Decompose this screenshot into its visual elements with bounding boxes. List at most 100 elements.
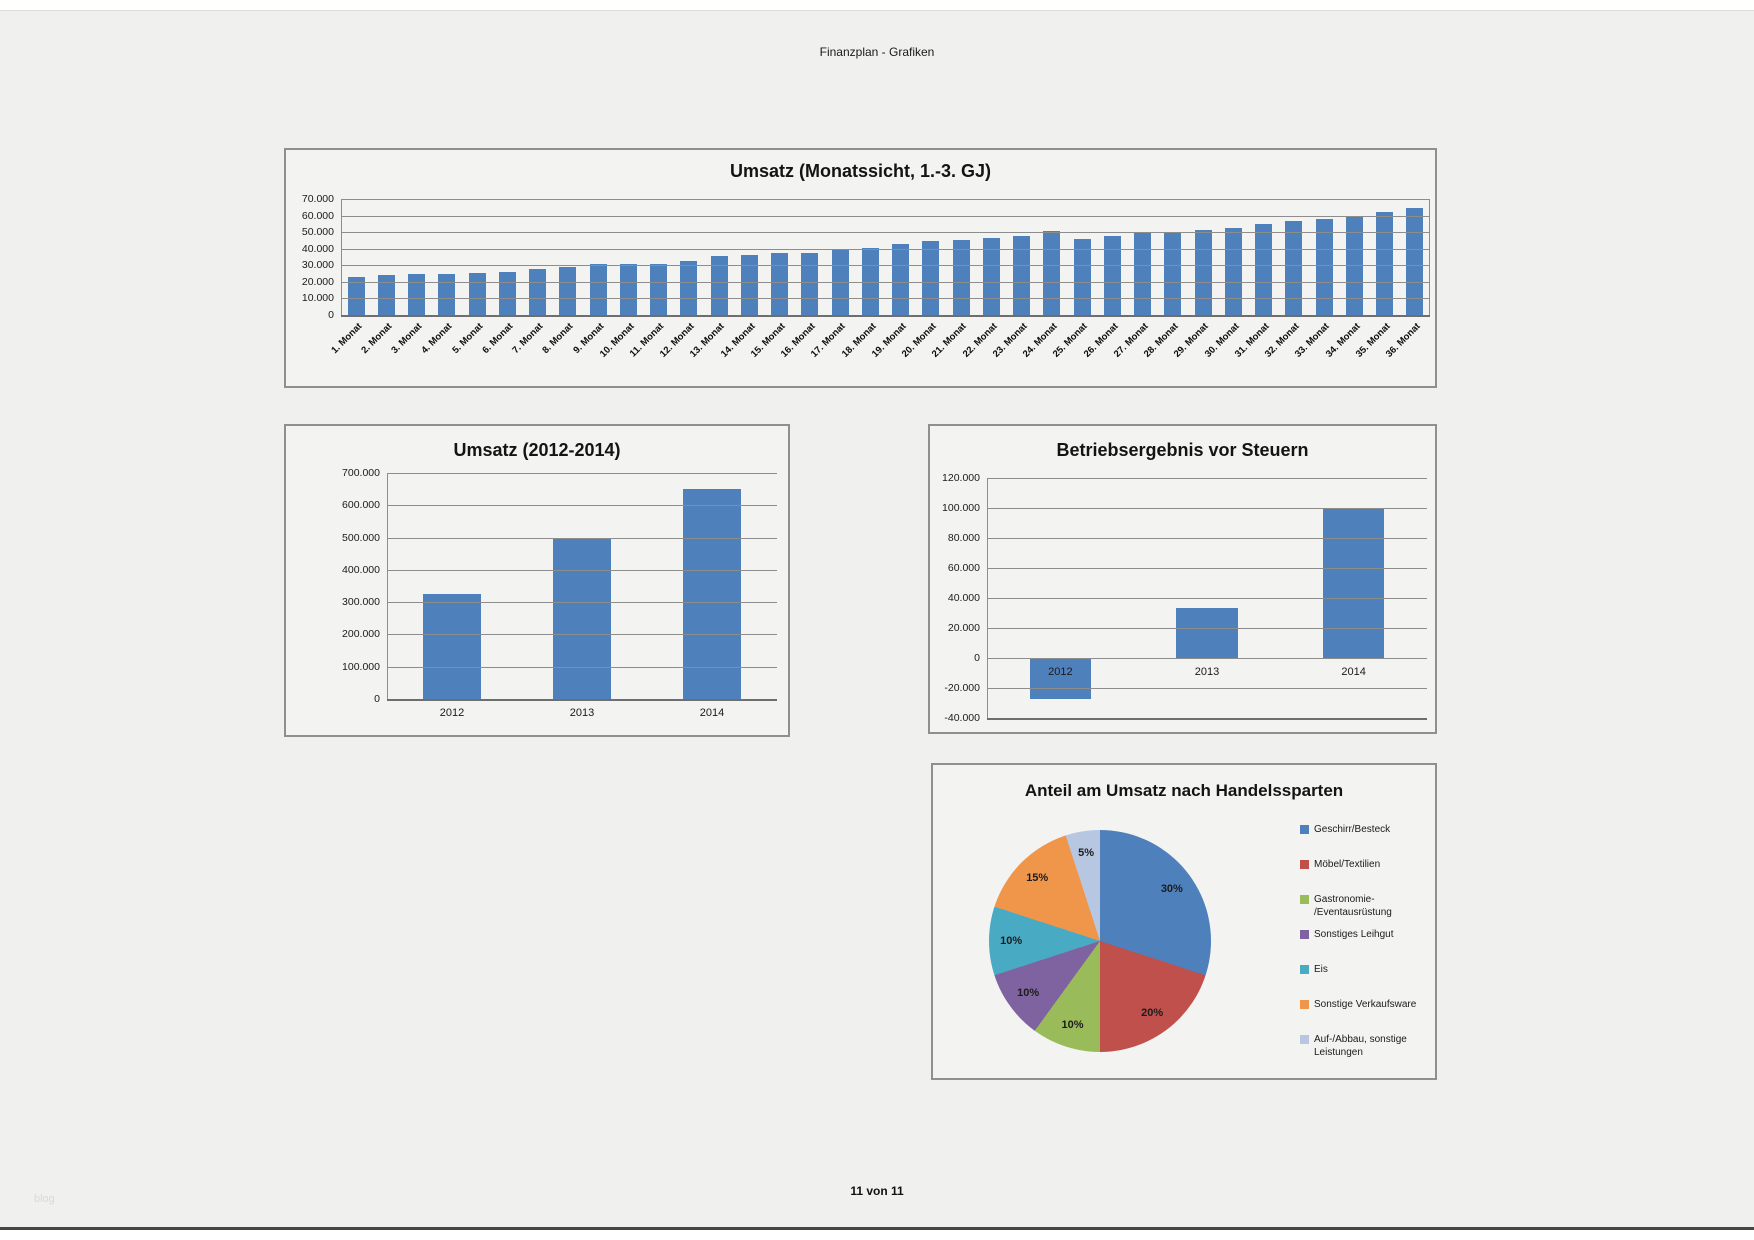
pie-percent-label: 10% xyxy=(1000,935,1023,947)
legend-label: Sonstige Verkaufsware xyxy=(1314,999,1417,1010)
axis-tick-label: 100.000 xyxy=(342,660,380,673)
axis-tick-label: 40.000 xyxy=(947,592,980,604)
pie-percent-label: 10% xyxy=(1061,1019,1084,1032)
axis-tick-label: -20.000 xyxy=(944,682,980,694)
gridline xyxy=(987,538,1427,539)
axis-tick-label: 60.000 xyxy=(947,562,980,574)
pie-chart xyxy=(989,830,1211,1052)
y-axis-line xyxy=(987,478,988,718)
legend-swatch xyxy=(1300,965,1309,974)
gridline xyxy=(341,281,1430,283)
gridline xyxy=(387,699,777,701)
bar xyxy=(771,252,789,315)
bar xyxy=(1315,218,1333,315)
y-axis-line xyxy=(387,473,388,699)
chart-panel-umsatz-jahre: Umsatz (2012-2014) 700.000 600.000 500.000… xyxy=(284,424,790,737)
bar xyxy=(922,241,940,315)
plot-area: 70.000 60.000 50.000 40.000 30.000 20.000 10.0… xyxy=(302,193,1430,360)
pie-percent-label: 20% xyxy=(1141,1006,1164,1019)
axis-tick-label: 80.000 xyxy=(947,532,980,544)
gridline xyxy=(987,478,1427,479)
category-label: 2013 xyxy=(1194,666,1220,678)
axis-tick-label: 500.000 xyxy=(342,531,380,544)
legend-swatch xyxy=(1300,1000,1309,1009)
axis-tick-label: -40.000 xyxy=(944,712,980,724)
legend-swatch xyxy=(1300,860,1309,869)
legend-item: Auf-/Abbau, sonstige Leistungen xyxy=(1300,1033,1407,1059)
category-label: 2013 xyxy=(569,707,595,719)
bar xyxy=(408,273,426,315)
plot-area: 700.000 600.000 500.000 400.000 300.000 200.0… xyxy=(342,467,777,719)
bar xyxy=(982,237,1000,315)
bar xyxy=(1194,230,1212,315)
bar xyxy=(1164,232,1182,315)
gridline xyxy=(341,315,1430,317)
gridline xyxy=(387,569,777,571)
category-label: 2014 xyxy=(699,707,725,719)
bar xyxy=(1285,220,1303,315)
legend-item: Geschirr/Besteck xyxy=(1300,823,1390,836)
axis-tick-label: 20.000 xyxy=(947,622,980,634)
bottom-rule xyxy=(0,1227,1754,1230)
bar xyxy=(347,276,365,315)
axis-tick-label: 100.000 xyxy=(942,502,980,514)
category-label: 2012 xyxy=(439,707,465,719)
bar xyxy=(892,243,910,315)
bar xyxy=(1043,231,1061,315)
axis-tick-label: 700.000 xyxy=(342,467,380,479)
bar xyxy=(619,264,637,315)
axis-tick-label: 20.000 xyxy=(301,275,334,288)
bar xyxy=(1376,212,1394,315)
legend-item: Eis xyxy=(1300,963,1328,976)
bar xyxy=(1322,508,1385,658)
chart-panel-umsatz-monatssicht: Umsatz (Monatssicht, 1.-3. GJ) 70.000 60.… xyxy=(284,148,1437,388)
gridline xyxy=(341,199,1430,200)
gridline xyxy=(387,634,777,636)
bar xyxy=(710,256,728,315)
gridline xyxy=(987,568,1427,569)
gridline xyxy=(987,628,1427,629)
bar xyxy=(438,273,456,315)
legend-label: Geschirr/Besteck xyxy=(1314,824,1391,835)
chart-title: Anteil am Umsatz nach Handelssparten xyxy=(1024,781,1344,800)
axis-tick-label: 200.000 xyxy=(342,628,380,641)
watermark: blog xyxy=(34,1193,55,1205)
category-label: 2014 xyxy=(1341,666,1366,678)
pie-percent-label: 10% xyxy=(1017,987,1040,1000)
bar xyxy=(423,594,481,699)
axis-tick-label: 50.000 xyxy=(301,226,334,239)
bar xyxy=(1073,238,1091,315)
gridline xyxy=(387,505,777,507)
document-page: Finanzplan - Grafiken Umsatz (Monatssich… xyxy=(0,10,1754,1228)
pie-percent-label: 5% xyxy=(1078,847,1095,860)
axis-tick-label: 120.000 xyxy=(942,472,980,484)
gridline xyxy=(387,537,777,539)
axis-tick-label: 40.000 xyxy=(301,242,334,255)
bar xyxy=(1255,223,1273,315)
bar xyxy=(1029,658,1092,699)
bar xyxy=(529,268,547,315)
bar xyxy=(861,247,879,315)
axis-tick-label: 600.000 xyxy=(342,499,380,512)
plot-area: 120.000 100.000 80.000 60.000 40.000 20.000 0 -… xyxy=(942,472,1427,724)
bar xyxy=(683,489,741,699)
bar xyxy=(377,275,395,315)
gridline xyxy=(341,232,1430,234)
chart-panel-umsatzanteile: Anteil am Umsatz nach Handelssparten Ges… xyxy=(931,763,1437,1080)
bar xyxy=(1406,208,1424,315)
legend-item: Gastronomie- /Eventausrüstung xyxy=(1300,893,1392,919)
gridline xyxy=(987,688,1427,689)
bar xyxy=(1176,607,1238,658)
axis-tick-label: 10.000 xyxy=(301,292,334,305)
chart-title: Betriebsergebnis vor Steuern xyxy=(1056,440,1309,460)
legend-label: Gastronomie- /Eventausrüstung xyxy=(1314,894,1392,918)
legend-label: Auf-/Abbau, sonstige Leistungen xyxy=(1314,1034,1407,1058)
gridline xyxy=(987,658,1427,659)
chart-title: Umsatz (Monatssicht, 1.-3. GJ) xyxy=(729,161,992,181)
legend-item: Sonstige Verkaufsware xyxy=(1300,998,1416,1011)
gridline xyxy=(987,508,1427,509)
gridline xyxy=(987,718,1427,720)
chart-title: Umsatz (2012-2014) xyxy=(453,440,621,460)
legend-swatch xyxy=(1300,825,1309,834)
axis-tick-label: 400.000 xyxy=(342,563,380,576)
